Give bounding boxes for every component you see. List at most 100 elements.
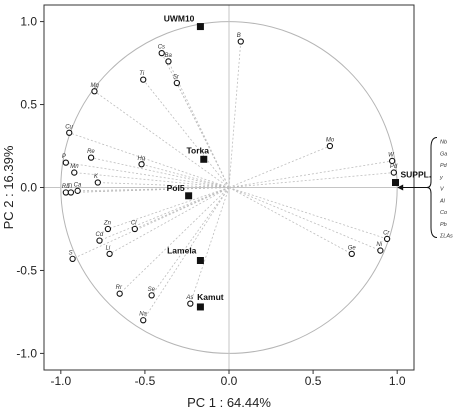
brace-item-label: ΣLAs [439,234,453,240]
variable-label: Cs [158,45,165,51]
loading-vector [69,132,230,188]
loading-vector [228,41,242,188]
loading-vector [94,90,230,188]
sample-point [196,257,204,264]
variable-label: Sr [173,74,180,80]
loading-vector [91,157,230,188]
sample-point [200,155,208,163]
brace-item-label: y [439,175,444,181]
brace-item-label: Nb [440,140,447,146]
variable-label: Ni [376,242,382,248]
sample-label: Pol5 [167,183,185,193]
sample-label: Lamela [167,246,197,256]
x-tick-label: -1.0 [50,374,71,388]
variable-point [67,189,75,196]
variable-point [165,58,172,65]
y-tick-label: 1.0 [20,15,37,29]
variable-point [96,237,103,244]
brace-item-label: V [440,187,445,193]
variable-point [66,129,73,136]
brace-item-label: Ga [440,151,447,157]
loading-vector [161,52,230,188]
variable-point [138,161,145,168]
brace-item-label: Co [440,210,447,216]
variable-label: Hg [138,156,146,162]
loading-vector [97,182,230,188]
sample-point [196,303,204,311]
variable-label: Mn [70,164,79,170]
variable-point [87,154,95,161]
variable-label: Re [87,149,95,155]
loading-vector [142,79,230,188]
variable-label: As [185,295,193,301]
loading-vector [99,187,230,241]
variable-label: B [237,33,241,39]
loading-vector [189,187,230,304]
loading-vector [119,187,230,294]
variable-label: P [62,154,66,160]
variable-label: Ge [348,245,357,251]
variable-label: Pd [390,164,398,170]
brace-item-label: Pb [440,222,447,228]
loading-vector [70,187,230,193]
variable-point [383,235,391,243]
variable-point [106,250,113,258]
loading-vector [228,187,352,255]
x-axis-label: PC 1 : 64.44% [187,395,271,410]
variable-label: K [94,174,99,180]
loading-vector [74,172,230,188]
variable-point [74,187,81,194]
variable-label: W [388,152,395,158]
variable-point [62,159,70,166]
variable-label: Li [106,245,111,251]
variable-label: Cd [96,232,104,238]
variable-point [348,250,355,258]
loading-vector [176,82,230,188]
variable-point [94,179,101,186]
variable-label: Zn [103,220,112,226]
variable-point [140,76,147,83]
variable-point [377,247,384,254]
y-tick-label: 0.5 [20,98,37,112]
loading-vector [72,187,230,260]
variable-point [326,142,334,150]
variable-point [388,157,396,165]
loading-vector [65,162,230,188]
x-tick-label: -0.5 [135,374,156,388]
variable-label: Rr [116,285,123,291]
variable-label: Mg [90,83,99,89]
variable-label: Na [139,312,147,318]
loading-vector [134,187,230,230]
variable-label: Cu [65,124,73,130]
loading-vector [141,163,230,188]
y-tick-label: 0.0 [20,181,37,195]
variable-point [62,189,70,196]
loading-vector [109,187,230,255]
variable-label: S [69,250,73,256]
variable-point [104,225,112,233]
loading-vector [228,187,381,251]
variable-point [237,38,244,45]
sample-point [392,179,399,187]
variable-point [71,169,78,176]
variable-label: Ba [164,53,172,59]
variable-point [131,225,138,233]
variable-label: Ti [139,71,145,77]
sample-label: UWM10 [164,14,195,24]
variable-label: Ca [74,182,82,188]
variable-point [116,290,123,297]
brace-item-label: Pd [440,163,448,169]
brace-arrowhead [397,184,404,191]
x-tick-label: 1.0 [389,374,406,388]
sample-label: Torka [187,145,210,155]
y-axis-label: PC 2 : 16.39% [1,145,16,229]
loading-vector [228,172,394,188]
variable-point [91,88,98,95]
variable-point [148,292,155,299]
y-tick-label: -1.0 [16,346,37,360]
x-tick-label: 0.5 [305,374,322,388]
variable-point [69,255,76,262]
variable-label: Rb [62,184,70,190]
